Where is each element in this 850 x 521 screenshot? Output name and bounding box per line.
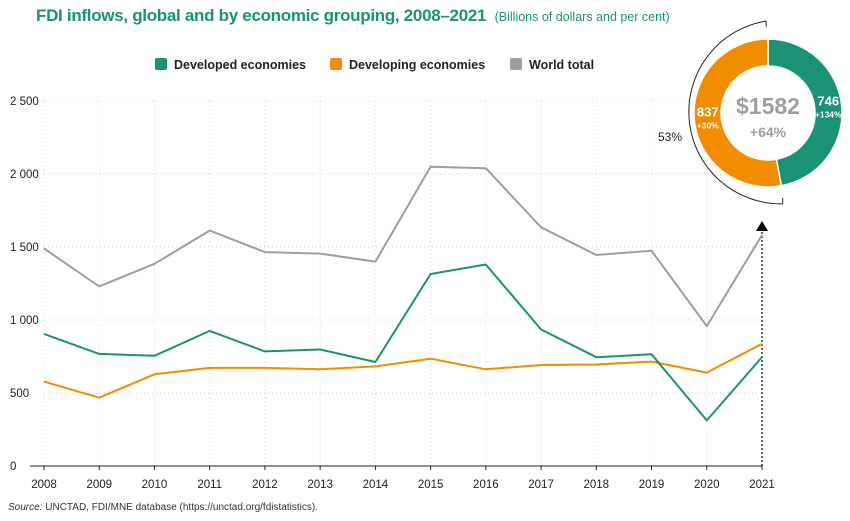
x-tick-label: 2013 bbox=[307, 479, 333, 491]
x-tick-label: 2008 bbox=[31, 479, 57, 491]
x-tick-label: 2010 bbox=[142, 479, 168, 491]
legend-swatch-developing-economies bbox=[330, 58, 342, 70]
source-text: UNCTAD, FDI/MNE database (https://unctad… bbox=[45, 502, 318, 513]
x-tick-label: 2018 bbox=[584, 479, 610, 491]
pointer-arrow bbox=[756, 221, 768, 231]
x-tick-label: 2009 bbox=[86, 479, 112, 491]
donut-change-developing-economies: +30% bbox=[697, 120, 719, 130]
y-tick-label: 1 500 bbox=[10, 242, 39, 254]
legend-swatch-developed-economies bbox=[155, 58, 167, 70]
x-tick-label: 2014 bbox=[363, 479, 389, 491]
donut-value-developed-economies: 746 bbox=[817, 94, 839, 109]
source-note: Source: UNCTAD, FDI/MNE database (https:… bbox=[8, 502, 318, 513]
donut-change-developed-economies: +134% bbox=[815, 110, 842, 120]
x-tick-label: 2017 bbox=[528, 479, 554, 491]
legend-label-developed-economies: Developed economies bbox=[174, 58, 306, 72]
donut-value-developing-economies: 837 bbox=[697, 104, 719, 119]
series-line-world-total bbox=[43, 165, 763, 328]
y-tick-label: 500 bbox=[10, 388, 29, 400]
x-tick-label: 2020 bbox=[694, 479, 720, 491]
donut-slice-developing-economies bbox=[693, 38, 783, 188]
x-tick-label: 2015 bbox=[418, 479, 444, 491]
x-tick-label: 2019 bbox=[639, 479, 665, 491]
series-line-developing-economies bbox=[43, 342, 763, 399]
series-line-developed-economies bbox=[43, 263, 763, 422]
y-tick-label: 2 500 bbox=[10, 96, 39, 108]
chart-title-block: FDI inflows, global and by economic grou… bbox=[36, 6, 670, 26]
x-tick-label: 2021 bbox=[749, 479, 775, 491]
share-bracket-arc bbox=[688, 20, 783, 205]
donut-center-value: $1582 bbox=[736, 93, 800, 119]
chart-subtitle: (Billions of dollars and per cent) bbox=[494, 10, 670, 24]
y-tick-label: 1 000 bbox=[10, 315, 39, 327]
donut-center-change: +64% bbox=[750, 124, 787, 140]
legend-swatch-world-total bbox=[510, 58, 522, 70]
x-tick-label: 2012 bbox=[252, 479, 278, 491]
legend-label-developing-economies: Developing economies bbox=[349, 58, 485, 72]
source-label: Source: bbox=[8, 502, 43, 513]
donut-slice-developed-economies bbox=[767, 38, 843, 187]
chart-title: FDI inflows, global and by economic grou… bbox=[36, 6, 487, 25]
donut-share-label: 53% bbox=[658, 130, 682, 144]
y-tick-label: 0 bbox=[10, 461, 16, 473]
legend-label-world-total: World total bbox=[529, 58, 594, 72]
y-tick-label: 2 000 bbox=[10, 169, 39, 181]
x-tick-label: 2011 bbox=[197, 479, 222, 491]
x-tick-label: 2016 bbox=[473, 479, 499, 491]
